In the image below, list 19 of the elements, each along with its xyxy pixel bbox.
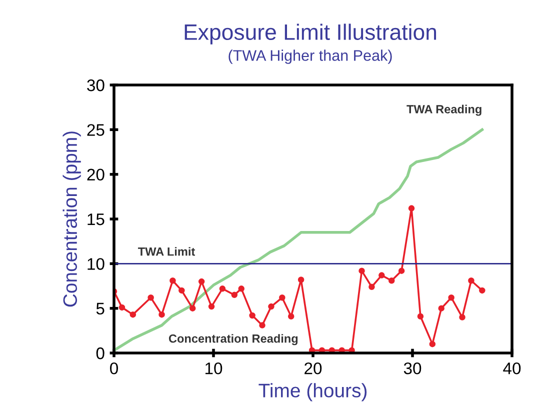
y-axis-title: Concentration (ppm) bbox=[62, 132, 81, 307]
x-tick-label: 10 bbox=[206, 362, 222, 374]
ref-line-label: TWA Limit bbox=[138, 247, 196, 256]
x-tick-label: 20 bbox=[304, 362, 322, 374]
x-tick-label: 40 bbox=[503, 362, 521, 374]
chart-title: Exposure Limit Illustration bbox=[184, 24, 436, 44]
series-label: TWA Reading bbox=[406, 104, 482, 116]
y-tick-label: 30 bbox=[87, 79, 104, 92]
y-tick-label: 0 bbox=[96, 347, 104, 360]
chart-subtitle: (TWA Higher than Peak) bbox=[228, 50, 392, 64]
x-tick-label: 30 bbox=[404, 362, 422, 374]
y-tick-label: 25 bbox=[87, 124, 104, 136]
y-tick-label: 10 bbox=[88, 258, 104, 270]
y-tick-label: 15 bbox=[88, 214, 104, 226]
y-tick-label: 5 bbox=[96, 302, 104, 315]
x-tick-label: 0 bbox=[110, 362, 118, 374]
series-label: Concentration Reading bbox=[168, 334, 298, 346]
y-tick-label: 20 bbox=[87, 168, 104, 181]
x-axis-title: Time (hours) bbox=[258, 383, 367, 402]
